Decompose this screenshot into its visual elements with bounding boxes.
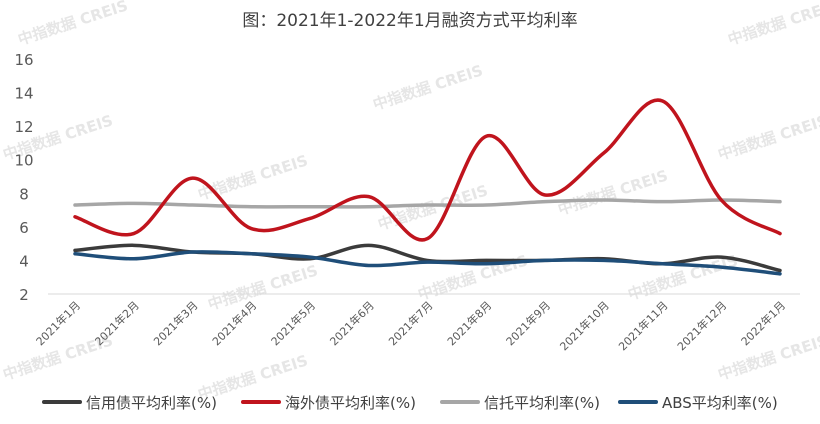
legend-label: 海外债平均利率(%): [285, 394, 416, 412]
y-tick-label: 16: [14, 51, 33, 69]
chart-title: 图：2021年1-2022年1月融资方式平均利率: [242, 11, 577, 31]
x-tick-label: 2021年9月: [503, 298, 553, 348]
y-tick-label: 8: [19, 185, 29, 203]
y-tick-label: 2: [19, 286, 29, 304]
y-tick-label: 6: [19, 219, 29, 237]
x-tick-label: 2021年7月: [385, 298, 435, 348]
x-tick-label: 2021年1月: [33, 298, 83, 348]
series-line: [73, 250, 782, 276]
watermark-text: 中指数据 CREIS: [371, 61, 485, 113]
watermark-text: 中指数据 CREIS: [726, 0, 820, 49]
x-tick-label: 2021年8月: [444, 298, 494, 348]
series-line: [73, 98, 782, 242]
x-tick-label: 2022年1月: [738, 298, 788, 348]
y-tick-label: 14: [14, 85, 33, 103]
x-tick-label: 2021年11月: [615, 298, 670, 353]
y-axis-ticks: 2 4 6 8 10 12 14 16: [14, 51, 33, 304]
chart-legend: 信用债平均利率(%) 海外债平均利率(%) 信托平均利率(%) ABS平均利率(%): [42, 394, 778, 412]
x-tick-label: 2021年6月: [327, 298, 377, 348]
legend-label: ABS平均利率(%): [662, 394, 778, 412]
legend-label: 信用债平均利率(%): [86, 394, 217, 412]
y-tick-label: 10: [14, 152, 33, 170]
legend-label: 信托平均利率(%): [484, 394, 600, 412]
x-tick-label: 2021年2月: [92, 298, 142, 348]
watermark-text: 中指数据 CREIS: [556, 166, 670, 218]
x-tick-label: 2021年3月: [150, 298, 200, 348]
series-line: [73, 198, 782, 209]
watermark-text: 中指数据 CREIS: [716, 331, 820, 383]
watermark-text: 中指数据 CREIS: [626, 251, 740, 303]
watermark-text: 中指数据 CREIS: [16, 0, 130, 49]
watermark-text: 中指数据 CREIS: [716, 111, 820, 163]
x-tick-label: 2021年5月: [268, 298, 318, 348]
watermark-text: 中指数据 CREIS: [196, 151, 310, 203]
y-tick-label: 4: [19, 252, 29, 270]
y-tick-label: 12: [14, 118, 33, 136]
series-lines: [73, 98, 782, 276]
x-axis-ticks: 2021年1月 2021年2月 2021年3月 2021年4月 2021年5月 2021年…: [33, 298, 788, 353]
x-tick-label: 2021年10月: [557, 298, 612, 353]
series-line: [73, 243, 782, 273]
x-tick-label: 2021年12月: [674, 298, 729, 353]
